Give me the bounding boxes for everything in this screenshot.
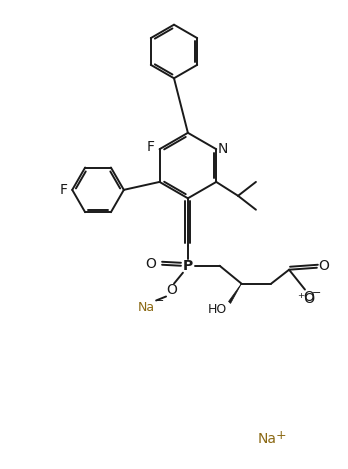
Text: ⁺O: ⁺O [297,293,315,306]
Text: O: O [167,282,177,296]
Text: HO: HO [208,303,227,316]
Text: P: P [183,259,193,273]
Text: F: F [59,183,67,197]
Text: Na: Na [138,301,155,314]
Text: Na: Na [258,432,277,446]
Text: O: O [146,257,157,271]
Text: −: − [155,296,164,306]
Text: O: O [303,290,314,304]
Polygon shape [229,284,242,303]
Text: +: + [276,429,286,442]
Text: O: O [318,259,329,273]
Text: N: N [218,142,228,156]
Text: −: − [312,287,322,297]
Text: F: F [147,140,155,154]
